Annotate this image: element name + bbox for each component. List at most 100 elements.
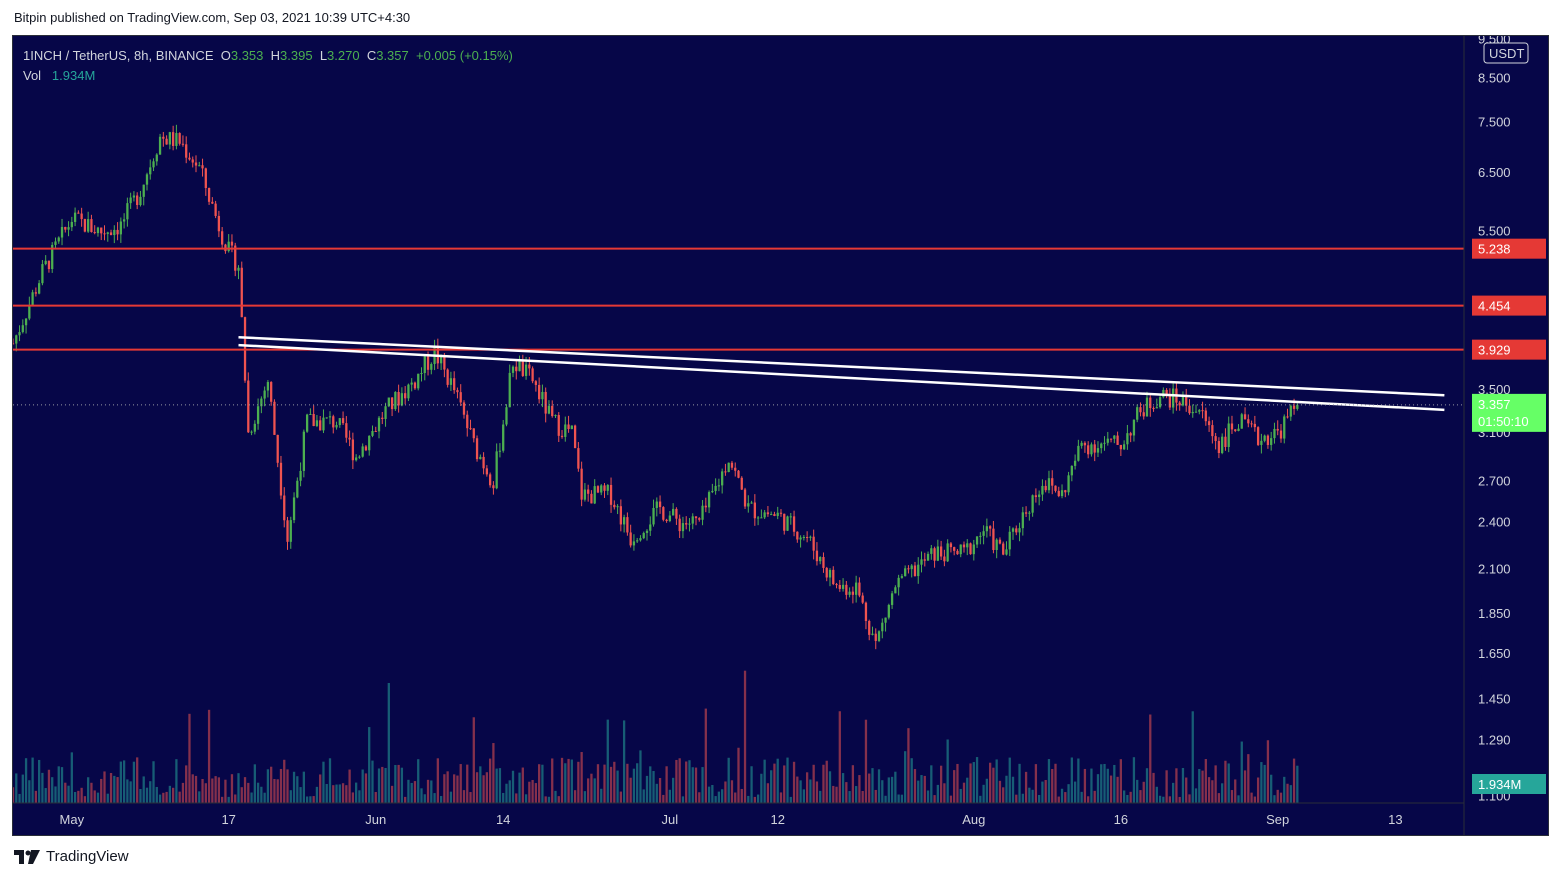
candle-body — [616, 506, 619, 508]
volume-bar — [60, 767, 64, 803]
candle-body — [96, 227, 100, 234]
volume-bar — [266, 769, 270, 803]
candle-body — [1227, 423, 1230, 447]
candle-body — [658, 501, 662, 508]
candle-body — [992, 528, 995, 551]
candle-body — [645, 530, 649, 533]
y-tick-label: 1.290 — [1478, 733, 1511, 748]
last-price-tag-text: 01:50:10 — [1478, 414, 1529, 429]
candle-body — [60, 226, 64, 238]
candle-body — [1214, 436, 1217, 442]
candle-body — [113, 229, 116, 236]
candle-body — [1145, 397, 1149, 417]
candle-body — [495, 451, 498, 489]
volume-bar — [786, 757, 789, 803]
volume-bar — [1047, 759, 1051, 803]
volume-bar — [894, 771, 897, 803]
volume-bar — [508, 780, 511, 803]
candle-body — [851, 591, 855, 595]
volume-bar — [1158, 795, 1162, 803]
volume-bar — [979, 795, 982, 803]
candle-body — [475, 438, 479, 460]
candle-body — [982, 531, 985, 536]
volume-bar — [815, 781, 819, 803]
open-label: O — [220, 48, 231, 63]
volume-bar — [194, 775, 198, 803]
volume-bar — [704, 708, 707, 803]
volume-bar — [122, 760, 126, 803]
candle-body — [743, 489, 747, 507]
chart-area[interactable]: 9.500 8.500 7.500 6.500 5.500 3.500 3.100 2.700… — [12, 35, 1549, 836]
candle-body — [528, 364, 531, 369]
footer-brand[interactable]: TradingView — [14, 848, 129, 865]
volume-bar — [1136, 779, 1139, 803]
candle-body — [354, 457, 358, 461]
volume-bar — [1162, 796, 1165, 803]
candle-body — [1087, 445, 1090, 455]
currency-label: USDT — [1489, 46, 1524, 61]
candle-body — [1279, 430, 1283, 439]
candle-body — [1011, 528, 1015, 532]
volume-bar — [1279, 792, 1283, 803]
candle-body — [812, 536, 815, 551]
volume-bar — [626, 763, 629, 803]
candle-body — [371, 431, 374, 436]
candle-body — [828, 569, 832, 578]
volume-bar — [426, 779, 430, 803]
price-chart[interactable]: 9.5008.5007.5006.5005.5003.5003.1002.700… — [13, 36, 1549, 836]
volume-bar — [492, 743, 495, 803]
candle-body — [1064, 490, 1067, 493]
volume-bar — [338, 784, 341, 803]
candle-body — [766, 512, 770, 515]
volume-bar — [783, 765, 786, 803]
candle-body — [747, 503, 750, 507]
volume-bar — [904, 751, 907, 803]
candle-body — [622, 517, 626, 525]
candle-body — [1005, 549, 1008, 555]
candle-body — [508, 372, 511, 408]
candle-body — [188, 157, 191, 160]
volume-bar — [802, 789, 806, 803]
volume-bar — [498, 768, 502, 803]
x-tick-label: Jul — [662, 812, 679, 827]
volume-bar — [1224, 760, 1227, 803]
candle-body — [629, 532, 632, 546]
candle-body — [871, 633, 874, 635]
volume-row: Vol 1.934M — [23, 66, 513, 86]
volume-bar — [348, 769, 351, 803]
candle-body — [1211, 425, 1214, 437]
volume-bar — [606, 719, 609, 803]
candle-body — [613, 504, 616, 508]
candle-body — [694, 516, 698, 519]
candle-body — [825, 567, 828, 578]
volume-bar — [1024, 771, 1028, 803]
volume-bar — [351, 792, 355, 803]
candle-body — [1109, 438, 1113, 440]
volume-bar — [518, 772, 521, 803]
volume-bar — [685, 761, 688, 803]
candle-body — [400, 393, 404, 406]
volume-bar — [1207, 777, 1211, 803]
candle-body — [479, 456, 482, 460]
y-tick-label: 1.650 — [1478, 646, 1511, 661]
volume-bar — [639, 750, 642, 803]
candle-body — [64, 226, 67, 230]
candle-body — [717, 485, 721, 487]
candle-body — [1292, 405, 1296, 409]
volume-bar — [1119, 759, 1123, 803]
candle-body — [917, 564, 920, 577]
candle-body — [1057, 490, 1060, 497]
volume-bar — [1139, 790, 1142, 803]
candle-body — [485, 468, 489, 475]
candle-body — [1008, 531, 1011, 550]
y-tick-label: 1.850 — [1478, 606, 1511, 621]
candle-body — [763, 512, 766, 518]
candle-body — [181, 143, 185, 145]
candle-body — [237, 267, 240, 271]
high-label: H — [270, 48, 281, 63]
candle-body — [946, 543, 949, 562]
volume-bar — [1005, 775, 1008, 803]
candle-body — [299, 470, 302, 481]
candle-body — [109, 232, 113, 236]
candle-body — [453, 378, 456, 391]
